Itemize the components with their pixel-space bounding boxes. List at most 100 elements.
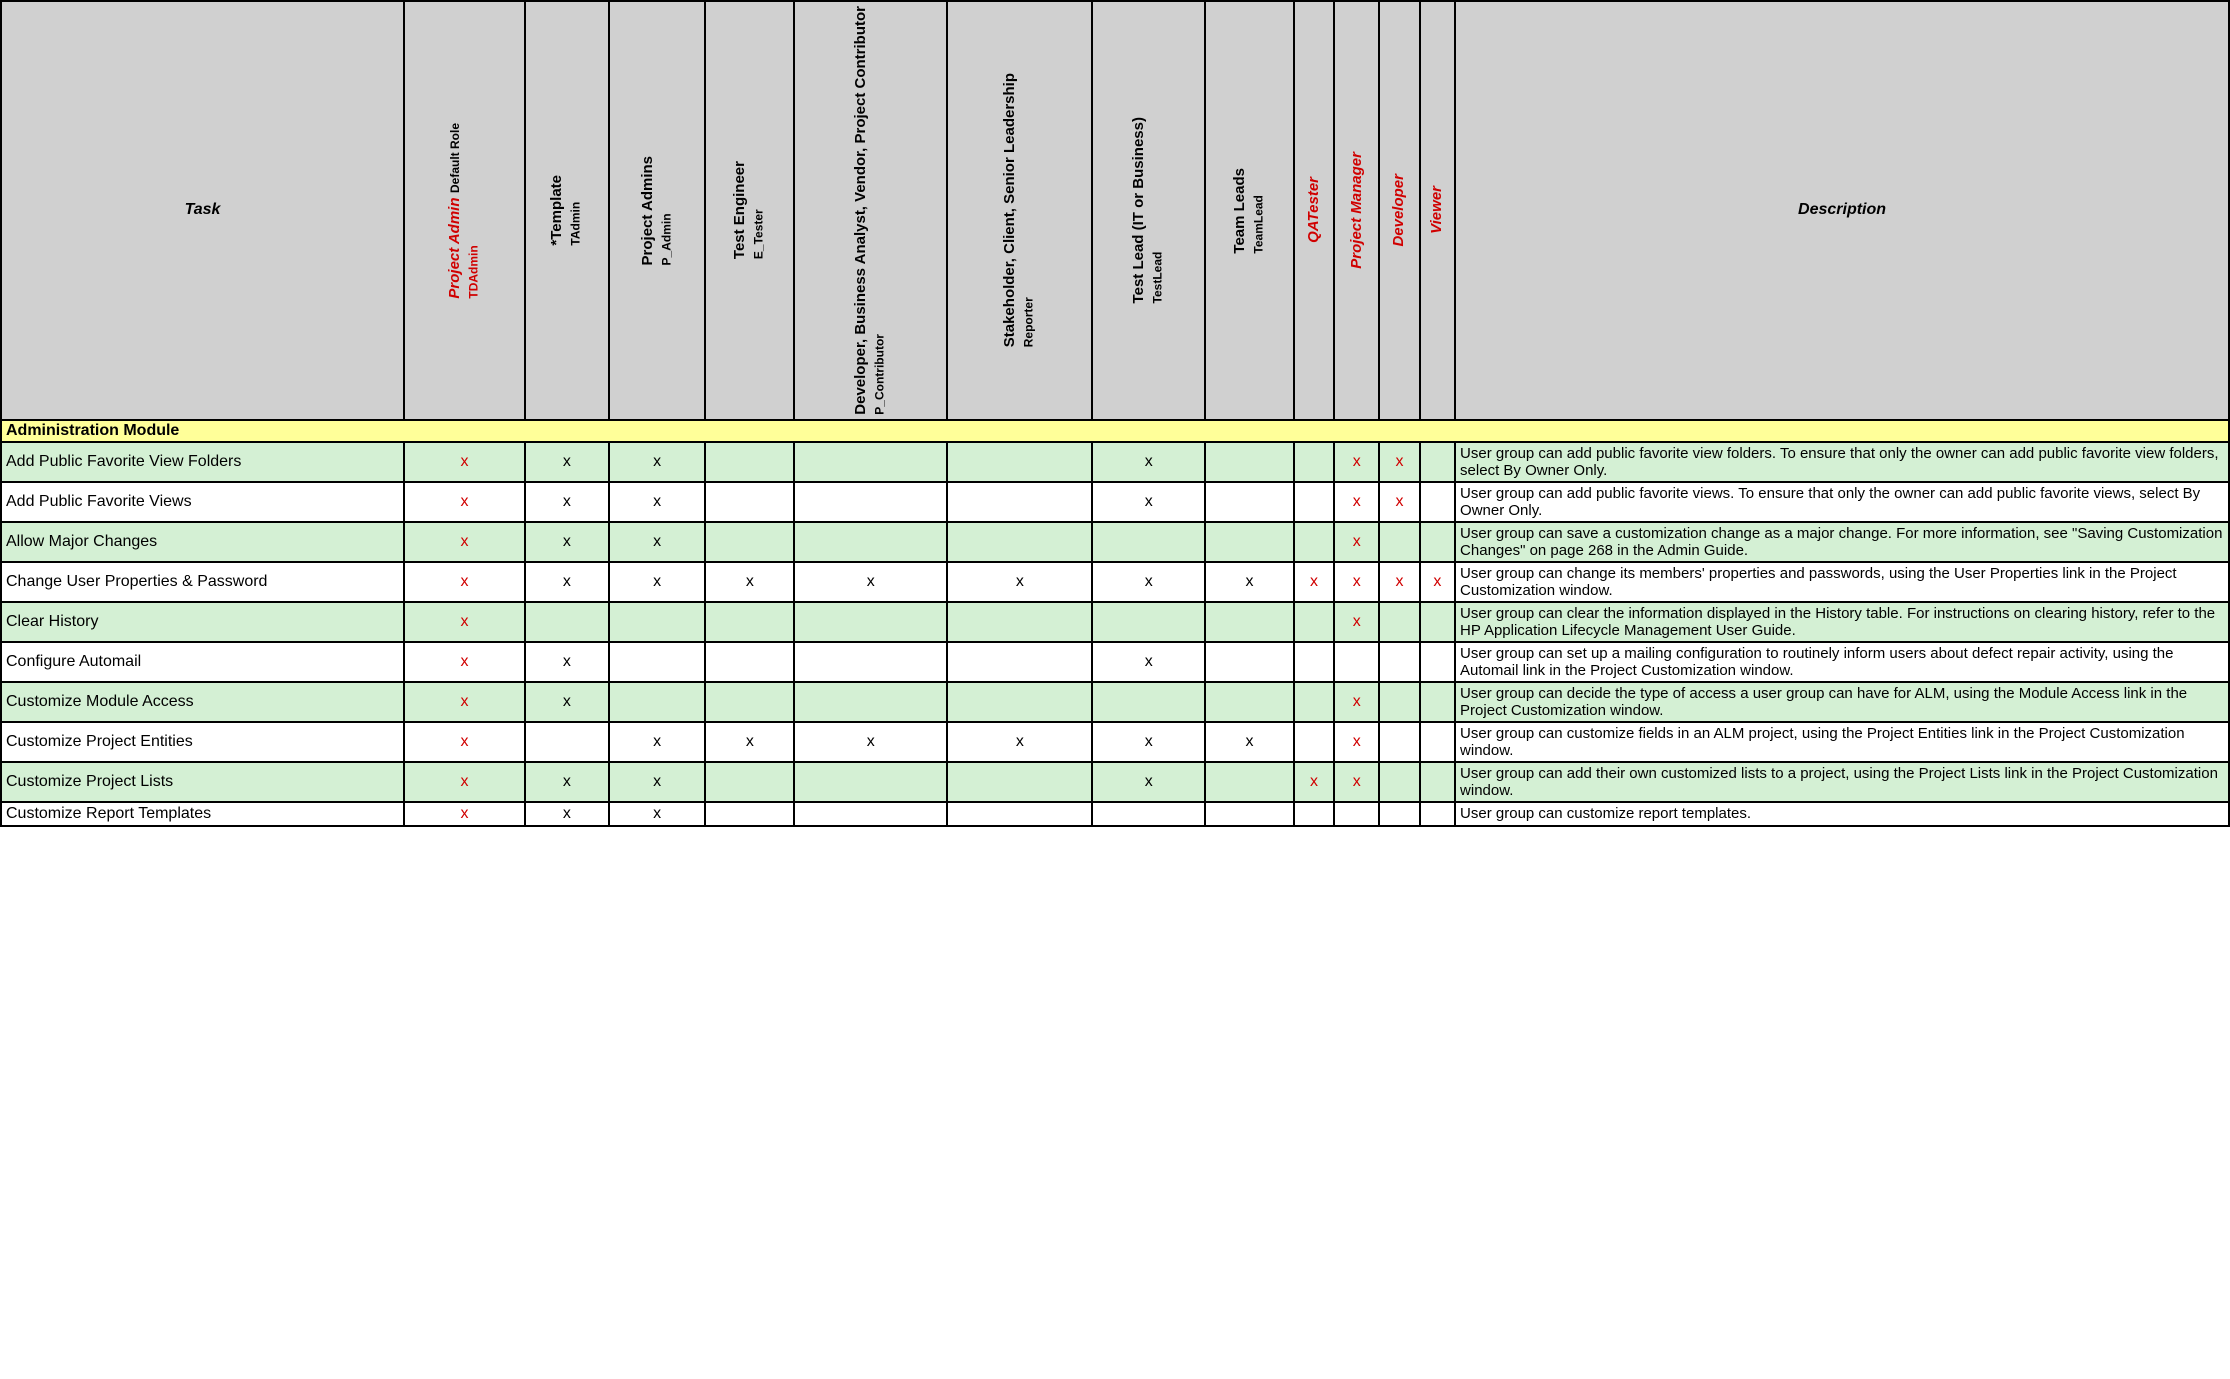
mark-cell: x xyxy=(1334,482,1379,522)
task-cell: Customize Module Access xyxy=(1,682,404,722)
mark-cell xyxy=(525,722,609,762)
description-cell: User group can customize fields in an AL… xyxy=(1455,722,2229,762)
mark-cell xyxy=(705,802,794,826)
role-code-label: TAdmin xyxy=(569,202,583,246)
mark-cell xyxy=(1379,802,1419,826)
mark-cell: x xyxy=(525,482,609,522)
mark-cell xyxy=(1205,442,1294,482)
mark-cell xyxy=(947,762,1092,802)
mark-cell xyxy=(1205,642,1294,682)
mark-cell xyxy=(1294,682,1334,722)
mark-cell: x xyxy=(1334,682,1379,722)
mark-cell: x xyxy=(609,522,706,562)
mark-cell: x xyxy=(404,802,525,826)
mark-cell xyxy=(947,682,1092,722)
mark-cell xyxy=(1205,482,1294,522)
mark-cell xyxy=(1379,522,1419,562)
mark-cell: x xyxy=(525,762,609,802)
description-cell: User group can add their own customized … xyxy=(1455,762,2229,802)
mark-cell: x xyxy=(525,682,609,722)
permissions-table: Task Project Admin Default RoleTDAdmin*T… xyxy=(0,0,2230,827)
mark-cell xyxy=(1092,802,1205,826)
role-main-label: Stakeholder, Client, Senior Leadership xyxy=(1001,73,1018,347)
mark-cell: x xyxy=(1092,562,1205,602)
role-main-label: Developer xyxy=(1390,174,1407,247)
mark-cell xyxy=(794,682,947,722)
task-cell: Clear History xyxy=(1,602,404,642)
mark-cell xyxy=(1420,722,1455,762)
mark-cell xyxy=(1294,482,1334,522)
mark-cell: x xyxy=(1334,762,1379,802)
mark-cell xyxy=(1420,682,1455,722)
mark-cell xyxy=(1379,722,1419,762)
description-cell: User group can clear the information dis… xyxy=(1455,602,2229,642)
mark-cell xyxy=(794,602,947,642)
mark-cell: x xyxy=(1092,722,1205,762)
role-code-label: E_Tester xyxy=(752,210,766,260)
mark-cell: x xyxy=(1294,562,1334,602)
mark-cell: x xyxy=(705,722,794,762)
mark-cell: x xyxy=(609,722,706,762)
mark-cell xyxy=(947,482,1092,522)
mark-cell: x xyxy=(1092,762,1205,802)
mark-cell: x xyxy=(1205,722,1294,762)
task-cell: Customize Project Lists xyxy=(1,762,404,802)
mark-cell: x xyxy=(525,522,609,562)
mark-cell xyxy=(1205,522,1294,562)
role-header-11: Viewer xyxy=(1420,1,1455,420)
description-cell: User group can decide the type of access… xyxy=(1455,682,2229,722)
mark-cell xyxy=(1420,642,1455,682)
mark-cell xyxy=(947,602,1092,642)
mark-cell: x xyxy=(609,442,706,482)
mark-cell: x xyxy=(947,722,1092,762)
mark-cell: x xyxy=(1334,722,1379,762)
mark-cell: x xyxy=(1420,562,1455,602)
mark-cell: x xyxy=(1379,562,1419,602)
mark-cell xyxy=(609,682,706,722)
table-row: Add Public Favorite ViewsxxxxxxUser grou… xyxy=(1,482,2229,522)
mark-cell xyxy=(1420,602,1455,642)
role-header-9: Project Manager xyxy=(1334,1,1379,420)
mark-cell: x xyxy=(525,442,609,482)
mark-cell xyxy=(1294,722,1334,762)
task-cell: Add Public Favorite Views xyxy=(1,482,404,522)
mark-cell: x xyxy=(404,642,525,682)
task-cell: Change User Properties & Password xyxy=(1,562,404,602)
role-header-1: *Template TAdmin xyxy=(525,1,609,420)
description-cell: User group can change its members' prope… xyxy=(1455,562,2229,602)
role-main-label: Test Lead (IT or Business) xyxy=(1130,117,1147,303)
mark-cell xyxy=(1379,682,1419,722)
mark-cell: x xyxy=(609,762,706,802)
mark-cell xyxy=(1294,522,1334,562)
role-code-label: Reporter xyxy=(1022,297,1036,347)
role-code-label: P_Admin xyxy=(659,213,673,265)
mark-cell: x xyxy=(1379,482,1419,522)
mark-cell: x xyxy=(525,562,609,602)
mark-cell: x xyxy=(609,802,706,826)
role-main-label: QATester xyxy=(1305,177,1322,243)
section-label: Administration Module xyxy=(1,420,2229,442)
mark-cell: x xyxy=(404,722,525,762)
role-main-label: *Template xyxy=(548,175,565,246)
mark-cell xyxy=(794,802,947,826)
mark-cell xyxy=(1420,522,1455,562)
mark-cell xyxy=(947,442,1092,482)
role-code-label: TeamLead xyxy=(1252,195,1266,253)
role-code-label: TestLead xyxy=(1151,252,1165,304)
mark-cell xyxy=(794,762,947,802)
mark-cell xyxy=(1205,802,1294,826)
mark-cell: x xyxy=(525,642,609,682)
mark-cell xyxy=(525,602,609,642)
role-main-label: Developer, Business Analyst, Vendor, Pro… xyxy=(852,6,869,415)
mark-cell: x xyxy=(947,562,1092,602)
mark-cell xyxy=(794,642,947,682)
mark-cell: x xyxy=(404,522,525,562)
role-header-5: Stakeholder, Client, Senior LeadershipRe… xyxy=(947,1,1092,420)
mark-cell: x xyxy=(1334,562,1379,602)
table-row: Allow Major ChangesxxxxUser group can sa… xyxy=(1,522,2229,562)
task-cell: Configure Automail xyxy=(1,642,404,682)
mark-cell xyxy=(705,482,794,522)
mark-cell xyxy=(1092,602,1205,642)
role-main-label: Team Leads xyxy=(1231,168,1248,254)
mark-cell: x xyxy=(1205,562,1294,602)
